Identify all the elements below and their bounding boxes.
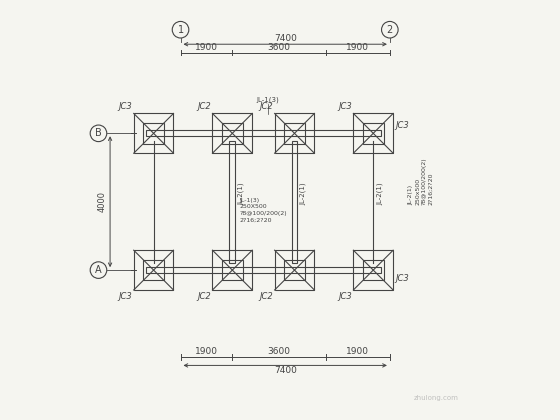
Text: JL-1(3)
250X500
?8@100/200(2)
2?16;2?20: JL-1(3) 250X500 ?8@100/200(2) 2?16;2?20 [240,197,287,223]
Text: A: A [95,265,102,275]
Text: 2: 2 [387,25,393,35]
Bar [212,250,252,290]
Text: JC2: JC2 [260,102,273,111]
Bar [134,113,174,153]
Text: JL-2(1): JL-2(1) [238,182,244,205]
Bar [134,250,174,290]
Text: 4000: 4000 [98,191,107,212]
Bar [230,141,235,262]
Bar [146,131,381,136]
Text: 1900: 1900 [195,347,218,356]
Text: JC3: JC3 [119,102,133,111]
Text: JC3: JC3 [395,121,409,130]
Bar [284,260,305,281]
Bar [146,267,381,273]
Text: JC3: JC3 [119,292,133,301]
Bar [143,123,164,144]
Bar [292,141,297,262]
Text: 1: 1 [178,25,184,35]
Bar [353,113,393,153]
Text: JC2: JC2 [260,292,273,301]
Bar [222,260,242,281]
Text: 1900: 1900 [346,42,369,52]
Bar [143,260,164,281]
Bar [353,250,393,290]
Text: JC2: JC2 [198,102,211,111]
Text: JL-2(1)
250x500
?8@100/200(2)
2?16;2?20: JL-2(1) 250x500 ?8@100/200(2) 2?16;2?20 [408,157,433,205]
Text: JC2: JC2 [198,292,211,301]
Text: JC3: JC3 [338,102,352,111]
Text: B: B [95,129,102,138]
Bar [222,123,242,144]
Bar [212,113,252,153]
Bar [284,123,305,144]
Text: JL-2(1): JL-2(1) [300,182,306,205]
Text: JL-1(3): JL-1(3) [256,97,279,103]
Text: 1900: 1900 [195,42,218,52]
Bar [274,113,314,153]
Bar [363,123,384,144]
Text: JC3: JC3 [395,273,409,283]
Text: 7400: 7400 [274,34,297,43]
Text: 3600: 3600 [268,42,291,52]
Text: JL-2(1): JL-2(1) [377,182,384,205]
Text: JC3: JC3 [338,292,352,301]
Text: 3600: 3600 [268,347,291,356]
Bar [363,260,384,281]
Text: zhulong.com: zhulong.com [413,395,458,401]
Text: 7400: 7400 [274,366,297,375]
Bar [274,250,314,290]
Text: 1900: 1900 [346,347,369,356]
